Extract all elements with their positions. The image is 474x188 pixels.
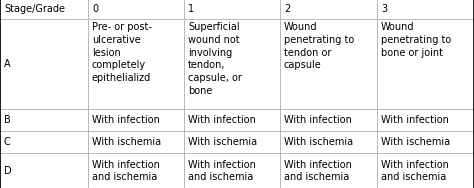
- Text: D: D: [4, 166, 12, 176]
- Text: Wound
penetrating to
tendon or
capsule: Wound penetrating to tendon or capsule: [284, 22, 354, 70]
- Text: With infection
and ischemia: With infection and ischemia: [381, 160, 449, 182]
- Text: With ischemia: With ischemia: [92, 137, 161, 147]
- Bar: [377, 131, 474, 153]
- Bar: [0, 19, 88, 109]
- Bar: [377, 19, 474, 109]
- Text: With ischemia: With ischemia: [284, 137, 353, 147]
- Bar: [377, 153, 474, 188]
- Text: With ischemia: With ischemia: [381, 137, 450, 147]
- Text: With infection: With infection: [284, 115, 352, 125]
- Bar: [280, 153, 377, 188]
- Bar: [88, 0, 184, 19]
- Text: With infection
and ischemia: With infection and ischemia: [188, 160, 256, 182]
- Bar: [377, 109, 474, 131]
- Text: With infection
and ischemia: With infection and ischemia: [92, 160, 160, 182]
- Text: A: A: [4, 59, 10, 69]
- Text: Stage/Grade: Stage/Grade: [4, 4, 65, 14]
- Bar: [184, 131, 280, 153]
- Text: B: B: [4, 115, 11, 125]
- Bar: [377, 0, 474, 19]
- Text: With infection: With infection: [92, 115, 160, 125]
- Bar: [184, 0, 280, 19]
- Text: C: C: [4, 137, 11, 147]
- Bar: [184, 109, 280, 131]
- Bar: [280, 0, 377, 19]
- Text: Superficial
wound not
involving
tendon,
capsule, or
bone: Superficial wound not involving tendon, …: [188, 22, 242, 96]
- Bar: [280, 19, 377, 109]
- Bar: [88, 19, 184, 109]
- Bar: [88, 153, 184, 188]
- Text: With ischemia: With ischemia: [188, 137, 257, 147]
- Bar: [0, 109, 88, 131]
- Text: Pre- or post-
ulcerative
lesion
completely
epithelializd: Pre- or post- ulcerative lesion complete…: [92, 22, 152, 83]
- Bar: [88, 131, 184, 153]
- Text: 1: 1: [188, 4, 194, 14]
- Bar: [184, 19, 280, 109]
- Text: 0: 0: [92, 4, 98, 14]
- Bar: [0, 0, 88, 19]
- Bar: [280, 109, 377, 131]
- Text: With infection: With infection: [381, 115, 449, 125]
- Bar: [0, 153, 88, 188]
- Bar: [184, 153, 280, 188]
- Bar: [88, 109, 184, 131]
- Text: 3: 3: [381, 4, 387, 14]
- Text: With infection
and ischemia: With infection and ischemia: [284, 160, 352, 182]
- Bar: [280, 131, 377, 153]
- Bar: [0, 131, 88, 153]
- Text: Wound
penetrating to
bone or joint: Wound penetrating to bone or joint: [381, 22, 451, 58]
- Text: With infection: With infection: [188, 115, 256, 125]
- Text: 2: 2: [284, 4, 290, 14]
